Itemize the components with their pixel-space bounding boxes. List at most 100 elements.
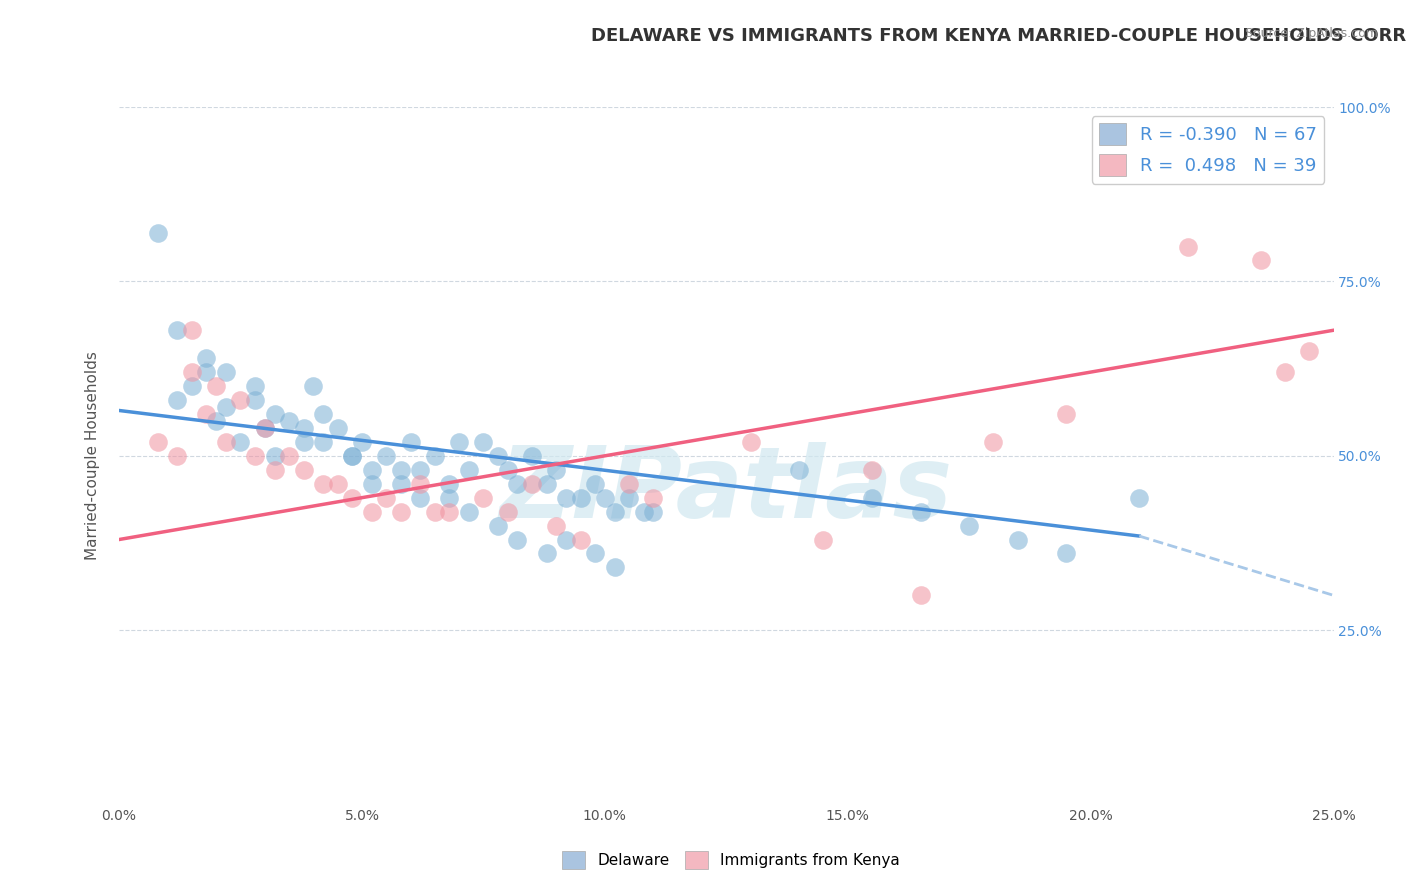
Point [360, 505, 382, 519]
Point [292, 463, 315, 477]
Point [278, 449, 301, 463]
Point [603, 505, 626, 519]
Point [643, 491, 665, 505]
Point [633, 505, 655, 519]
Point [496, 505, 519, 519]
Point [166, 323, 188, 337]
Point [583, 546, 606, 560]
Point [253, 421, 276, 435]
Point [302, 379, 325, 393]
Point [617, 491, 640, 505]
Point [617, 476, 640, 491]
Point [603, 560, 626, 574]
Point [215, 365, 238, 379]
Point [486, 518, 509, 533]
Y-axis label: Married-couple Households: Married-couple Households [86, 351, 100, 560]
Point [409, 463, 432, 477]
Point [292, 421, 315, 435]
Point [569, 533, 592, 547]
Point [180, 379, 202, 393]
Point [326, 421, 349, 435]
Point [399, 434, 422, 449]
Point [205, 379, 228, 393]
Point [166, 449, 188, 463]
Point [546, 463, 568, 477]
Point [166, 392, 188, 407]
Point [263, 463, 285, 477]
Point [457, 505, 479, 519]
Point [253, 421, 276, 435]
Point [506, 476, 529, 491]
Point [342, 491, 364, 505]
Point [860, 491, 883, 505]
Point [910, 505, 932, 519]
Point [326, 476, 349, 491]
Point [643, 505, 665, 519]
Point [146, 226, 169, 240]
Point [195, 365, 218, 379]
Point [342, 449, 364, 463]
Point [389, 463, 412, 477]
Point [229, 434, 252, 449]
Point [389, 476, 412, 491]
Point [472, 491, 495, 505]
Point [555, 533, 578, 547]
Point [360, 476, 382, 491]
Point [457, 463, 479, 477]
Point [375, 449, 398, 463]
Point [263, 407, 285, 421]
Point [180, 323, 202, 337]
Point [1298, 344, 1320, 359]
Point [813, 533, 835, 547]
Point [215, 434, 238, 449]
Point [957, 518, 980, 533]
Point [180, 365, 202, 379]
Point [423, 505, 446, 519]
Point [910, 588, 932, 602]
Point [983, 434, 1005, 449]
Point [546, 518, 568, 533]
Point [312, 434, 335, 449]
Text: Source: ZipAtlas.com: Source: ZipAtlas.com [1244, 27, 1378, 40]
Point [409, 491, 432, 505]
Point [506, 533, 529, 547]
Point [472, 434, 495, 449]
Point [292, 434, 315, 449]
Point [243, 449, 266, 463]
Point [195, 351, 218, 366]
Point [423, 449, 446, 463]
Point [520, 449, 543, 463]
Point [520, 476, 543, 491]
Point [583, 476, 606, 491]
Point [439, 491, 461, 505]
Point [555, 491, 578, 505]
Point [312, 476, 335, 491]
Point [195, 407, 218, 421]
Point [496, 463, 519, 477]
Point [312, 407, 335, 421]
Legend: R = -0.390   N = 67, R =  0.498   N = 39: R = -0.390 N = 67, R = 0.498 N = 39 [1091, 116, 1324, 184]
Point [536, 476, 558, 491]
Point [243, 379, 266, 393]
Point [1128, 491, 1150, 505]
Point [569, 491, 592, 505]
Point [787, 463, 810, 477]
Point [740, 434, 762, 449]
Point [229, 392, 252, 407]
Point [1250, 253, 1272, 268]
Point [1054, 546, 1077, 560]
Point [1054, 407, 1077, 421]
Point [409, 476, 432, 491]
Point [146, 434, 169, 449]
Point [342, 449, 364, 463]
Point [263, 449, 285, 463]
Text: ZIPatlas: ZIPatlas [499, 442, 953, 539]
Point [1274, 365, 1296, 379]
Point [205, 414, 228, 428]
Point [350, 434, 373, 449]
Point [860, 463, 883, 477]
Text: DELAWARE VS IMMIGRANTS FROM KENYA MARRIED-COUPLE HOUSEHOLDS CORRELATION CHART: DELAWARE VS IMMIGRANTS FROM KENYA MARRIE… [591, 27, 1406, 45]
Point [439, 505, 461, 519]
Point [449, 434, 471, 449]
Point [389, 505, 412, 519]
